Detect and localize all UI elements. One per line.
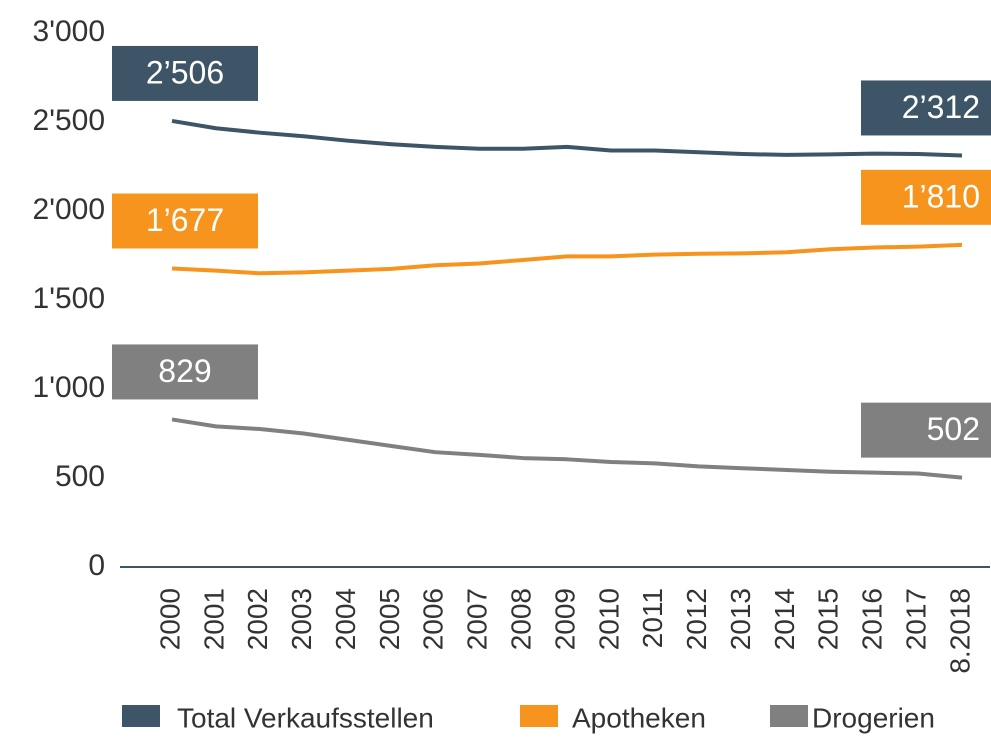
x-tick-label: 2012 [681,588,712,650]
value-label: 2’506 [146,54,224,90]
legend-swatch [122,705,160,727]
x-tick-label: 2005 [374,588,405,650]
y-tick-label: 1'000 [33,371,105,404]
x-tick-label: 2003 [286,588,317,650]
y-tick-label: 2'000 [33,193,105,226]
value-label: 829 [158,353,211,389]
x-tick-label: 2010 [593,588,624,650]
value-label: 1’810 [902,178,980,214]
value-label-box [861,169,991,225]
series-line [171,242,963,276]
legend-swatch [520,705,558,727]
legend-label: Total Verkaufsstellen [177,702,434,733]
value-label-box [861,80,991,136]
y-tick-label: 0 [88,549,105,582]
x-tick-label: 2015 [813,588,844,650]
legend-swatch [770,705,808,727]
value-label-box [112,45,258,101]
value-label-box [112,193,258,249]
x-tick-label: 2017 [901,588,932,650]
x-tick-label: 2004 [330,588,361,650]
x-tick-label: 2007 [462,588,493,650]
x-tick-label: 2000 [154,588,185,650]
value-label-box [861,402,991,458]
legend-label: Drogerien [812,702,935,733]
legend-label: Apotheken [572,702,706,733]
x-tick-label: 2002 [242,588,273,650]
series-line [171,417,963,480]
x-tick-label: 2014 [769,588,800,650]
x-tick-label: 2008 [506,588,537,650]
x-tick-label: 2009 [549,588,580,650]
y-tick-label: 2'500 [33,104,105,137]
value-label: 2’312 [902,89,980,125]
x-tick-label: 2001 [198,588,229,650]
x-tick-label: 8.2018 [944,588,975,674]
x-tick-label: 2006 [418,588,449,650]
value-label: 502 [927,411,980,447]
series-line [171,118,963,158]
value-label: 1’677 [146,202,224,238]
y-tick-label: 500 [55,460,105,493]
y-tick-label: 1'500 [33,282,105,315]
x-tick-label: 2011 [637,588,668,648]
x-tick-label: 2013 [725,588,756,650]
y-tick-label: 3'000 [33,15,105,48]
x-tick-label: 2016 [857,588,888,650]
value-label-box [112,344,258,400]
